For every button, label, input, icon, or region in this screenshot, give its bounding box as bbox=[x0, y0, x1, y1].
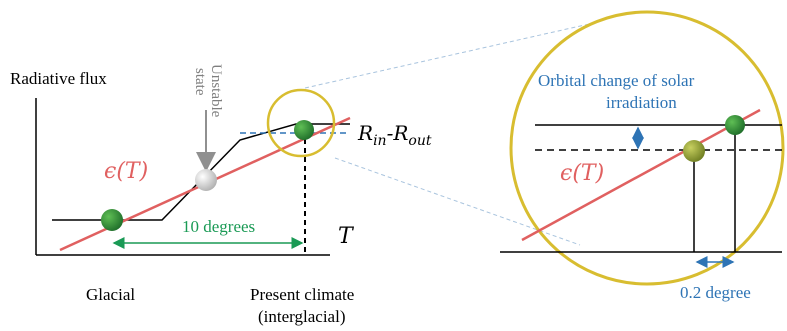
glacial-point bbox=[101, 209, 123, 231]
zoom-circle-small bbox=[266, 88, 336, 158]
orbital-change-label-2: irradiation bbox=[606, 93, 677, 112]
svg-text:state: state bbox=[192, 68, 208, 96]
ten-degrees-label: 10 degrees bbox=[182, 217, 255, 236]
y-axis-label: Radiative flux bbox=[10, 69, 107, 88]
x-axis-label: T bbox=[338, 224, 355, 249]
epsilon-left-label: ϵ(T) bbox=[104, 159, 148, 184]
unstable-state-label: Unstable state bbox=[192, 64, 224, 118]
present-climate-label: Present climate bbox=[250, 285, 354, 304]
epsilon-right-label: ϵ(T) bbox=[560, 161, 604, 186]
left-panel: Radiative flux T ϵ(T) 10 degrees Glacial… bbox=[10, 64, 432, 326]
orbital-change-label-1: Orbital change of solar bbox=[538, 71, 695, 90]
rin-rout-label: Rin-Rout bbox=[357, 121, 432, 149]
zoom-panel: Orbital change of solar irradiation ϵ(T)… bbox=[500, 10, 785, 302]
present-point bbox=[294, 120, 314, 140]
shifted-point bbox=[683, 140, 705, 162]
epsilon-line-right bbox=[521, 108, 761, 242]
interglacial-label: (interglacial) bbox=[258, 307, 345, 326]
zoom-circle-large bbox=[509, 10, 785, 286]
zoom-line-bottom bbox=[334, 157, 581, 246]
present-point-zoom bbox=[725, 115, 745, 135]
zoom-line-top bbox=[304, 21, 599, 89]
unstable-point bbox=[195, 169, 217, 191]
svg-text:Unstable: Unstable bbox=[208, 64, 224, 118]
point-two-degree-label: 0.2 degree bbox=[680, 283, 751, 302]
glacial-label: Glacial bbox=[86, 285, 135, 304]
